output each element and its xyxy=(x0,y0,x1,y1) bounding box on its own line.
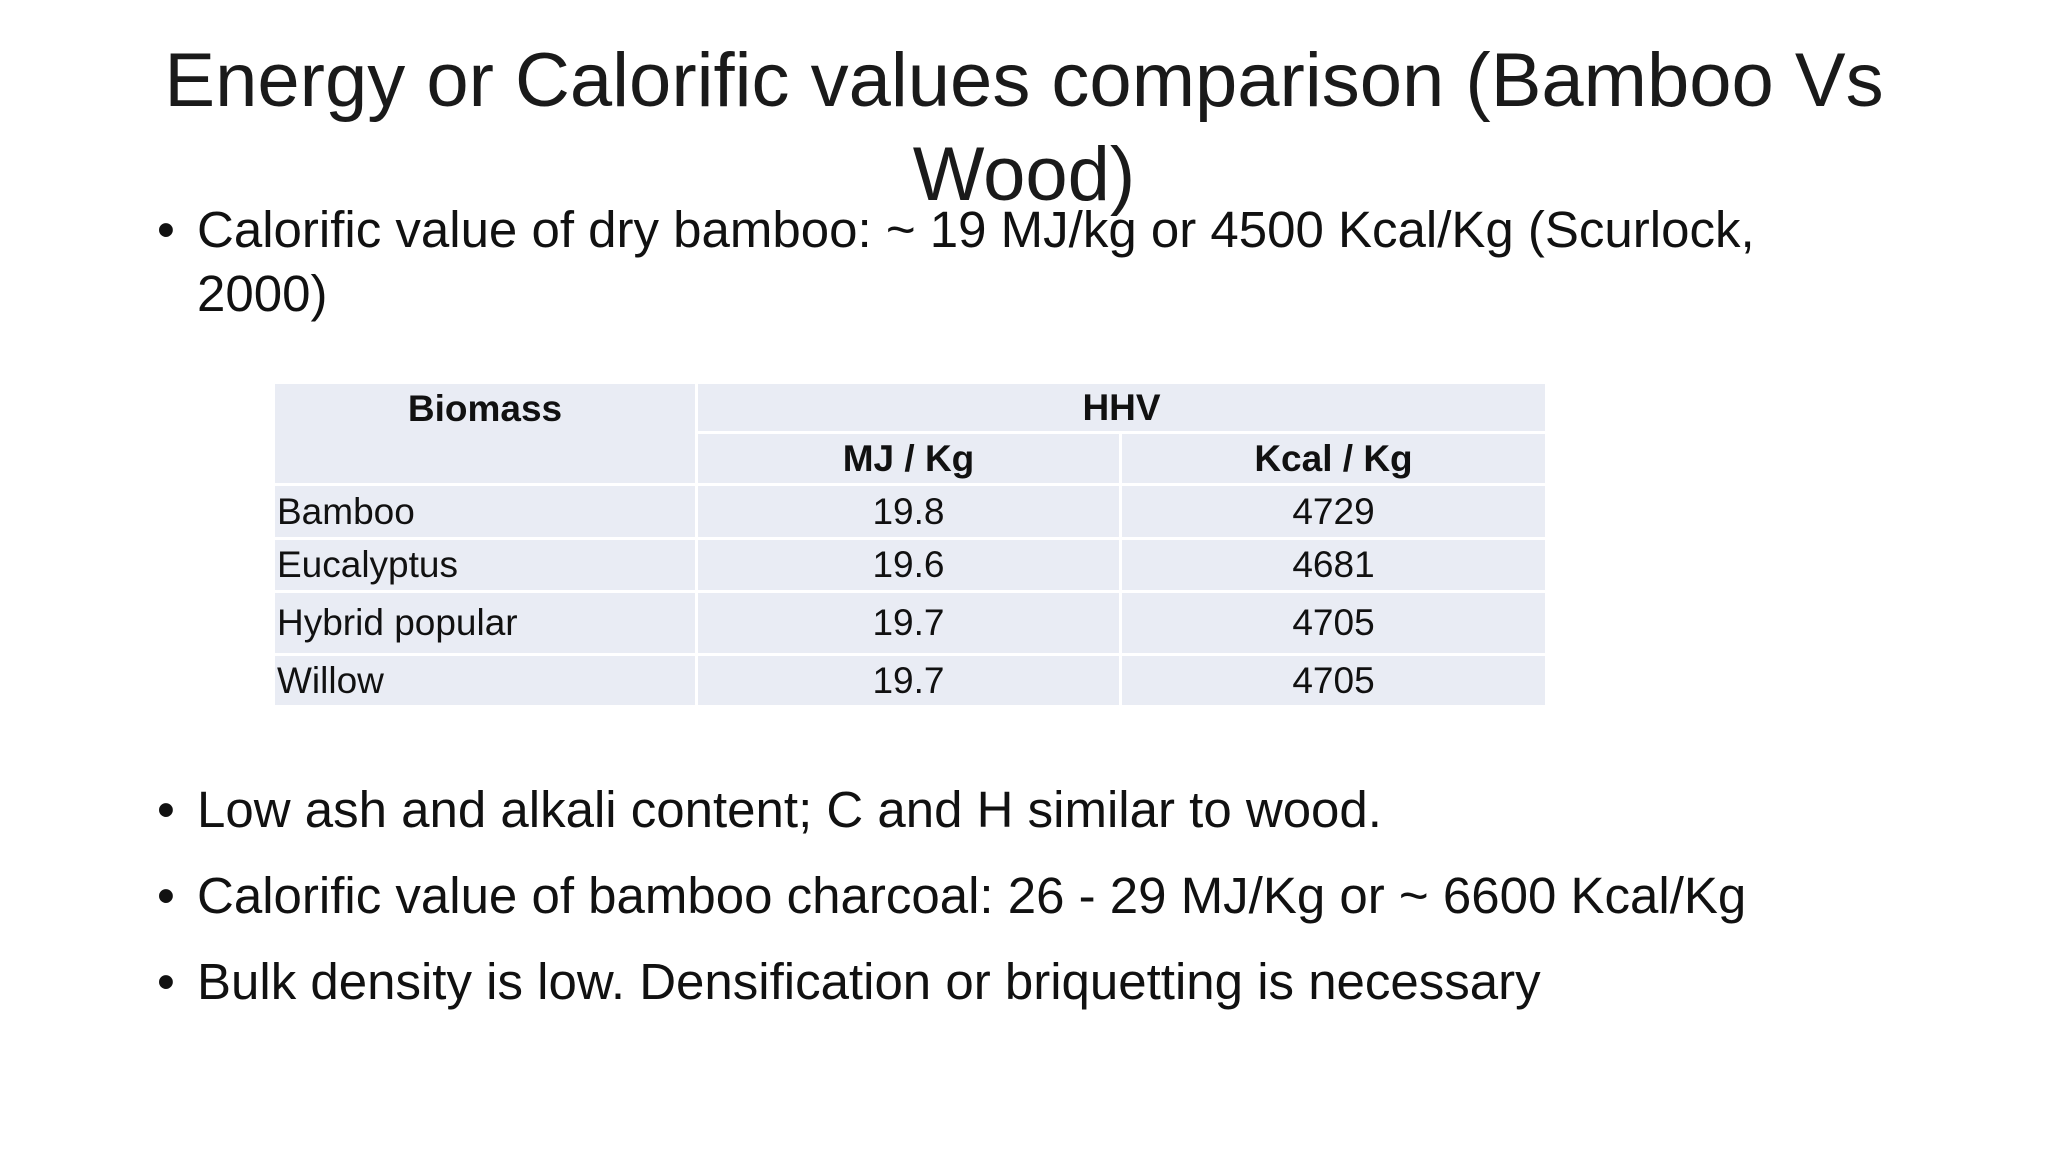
bullet: Calorific value of dry bamboo: ~ 19 MJ/k… xyxy=(157,198,1877,326)
bullet: Low ash and alkali content; C and H simi… xyxy=(157,778,1957,842)
table-body: Bamboo 19.8 4729 Eucalyptus 19.6 4681 Hybrid p… xyxy=(272,483,1548,708)
table-row: Eucalyptus 19.6 4681 xyxy=(272,537,1548,593)
bullet-list: Calorific value of dry bamboo: ~ 19 MJ/k… xyxy=(157,198,1877,326)
cell: 19.7 xyxy=(695,653,1122,708)
row-label: Bamboo xyxy=(272,483,698,540)
cell: 4729 xyxy=(1119,483,1548,540)
row-label: Hybrid popular xyxy=(272,590,698,656)
header-row: Biomass HHV xyxy=(272,381,1548,486)
bullet: Calorific value of bamboo charcoal: 26 -… xyxy=(157,864,1957,928)
subheader-cell: MJ / Kg xyxy=(695,431,1122,486)
subheader-row: MJ / Kg Kcal / Kg xyxy=(274,431,1548,486)
slide-title: Energy or Calorific values comparison (B… xyxy=(164,38,1884,217)
cell: 4705 xyxy=(1119,590,1548,656)
cell: 19.6 xyxy=(695,537,1122,593)
row-label: Willow xyxy=(272,653,698,708)
table-row: Hybrid popular 19.7 4705 xyxy=(272,590,1548,656)
data-table: Biomass HHV MJ / Kg Kcal / Kg Bamboo 19.8… xyxy=(272,381,1548,708)
subheader-cell: Kcal / Kg xyxy=(1119,431,1548,486)
cell: 19.8 xyxy=(695,483,1122,540)
cell: 19.7 xyxy=(695,590,1122,656)
bullet: Bulk density is low. Densification or br… xyxy=(157,950,1957,1014)
table-row: Bamboo 19.8 4729 xyxy=(272,483,1548,540)
table-row: Willow 19.7 4705 xyxy=(272,653,1548,708)
bullet-list: Low ash and alkali content; C and H simi… xyxy=(157,778,1957,1036)
row-label: Eucalyptus xyxy=(272,537,698,593)
cell: 4705 xyxy=(1119,653,1548,708)
cell: 4681 xyxy=(1119,537,1548,593)
header-cell: HHV xyxy=(695,381,1548,434)
header-cell: Biomass xyxy=(272,381,698,486)
